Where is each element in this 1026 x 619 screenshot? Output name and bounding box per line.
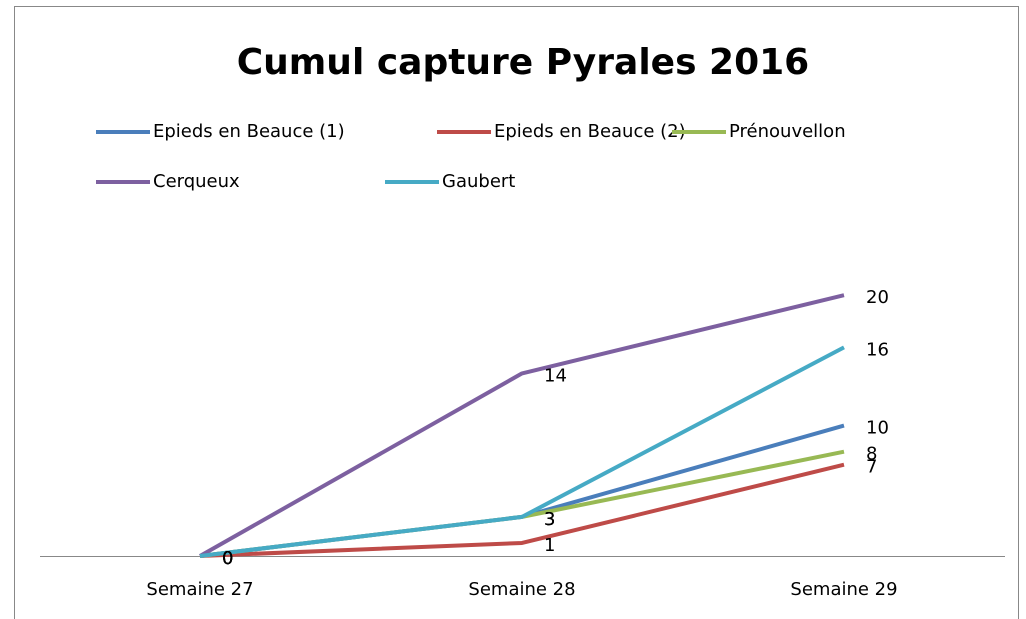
x-tick-label: Semaine 28: [468, 579, 575, 600]
data-label: 14: [544, 365, 567, 386]
series-line: [199, 293, 845, 558]
series-line: [199, 462, 845, 558]
data-label: 8: [866, 444, 877, 465]
chart-title: Cumul capture Pyrales 2016: [237, 42, 809, 83]
legend-label: Cerqueux: [153, 171, 240, 192]
data-label: 0: [222, 548, 233, 569]
data-label: 16: [866, 339, 889, 360]
data-label: 3: [544, 509, 555, 530]
data-label: 7: [866, 457, 877, 478]
x-tick-label: Semaine 27: [146, 579, 253, 600]
data-label: 3: [544, 509, 555, 530]
data-label: 0: [222, 548, 233, 569]
data-label: 0: [222, 548, 233, 569]
series-line: [199, 345, 845, 558]
data-label: 10: [866, 418, 889, 439]
data-label: 0: [222, 548, 233, 569]
x-tick-label: Semaine 29: [790, 579, 897, 600]
legend-label: Epieds en Beauce (2): [494, 121, 686, 142]
data-label: 1: [544, 535, 555, 556]
data-label: 20: [866, 287, 889, 308]
data-label: 3: [544, 509, 555, 530]
legend-label: Epieds en Beauce (1): [153, 121, 345, 142]
legend-label: Gaubert: [442, 171, 515, 192]
legend-label: Prénouvellon: [729, 121, 846, 142]
chart-border: [14, 6, 1019, 619]
data-label: 0: [222, 548, 233, 569]
